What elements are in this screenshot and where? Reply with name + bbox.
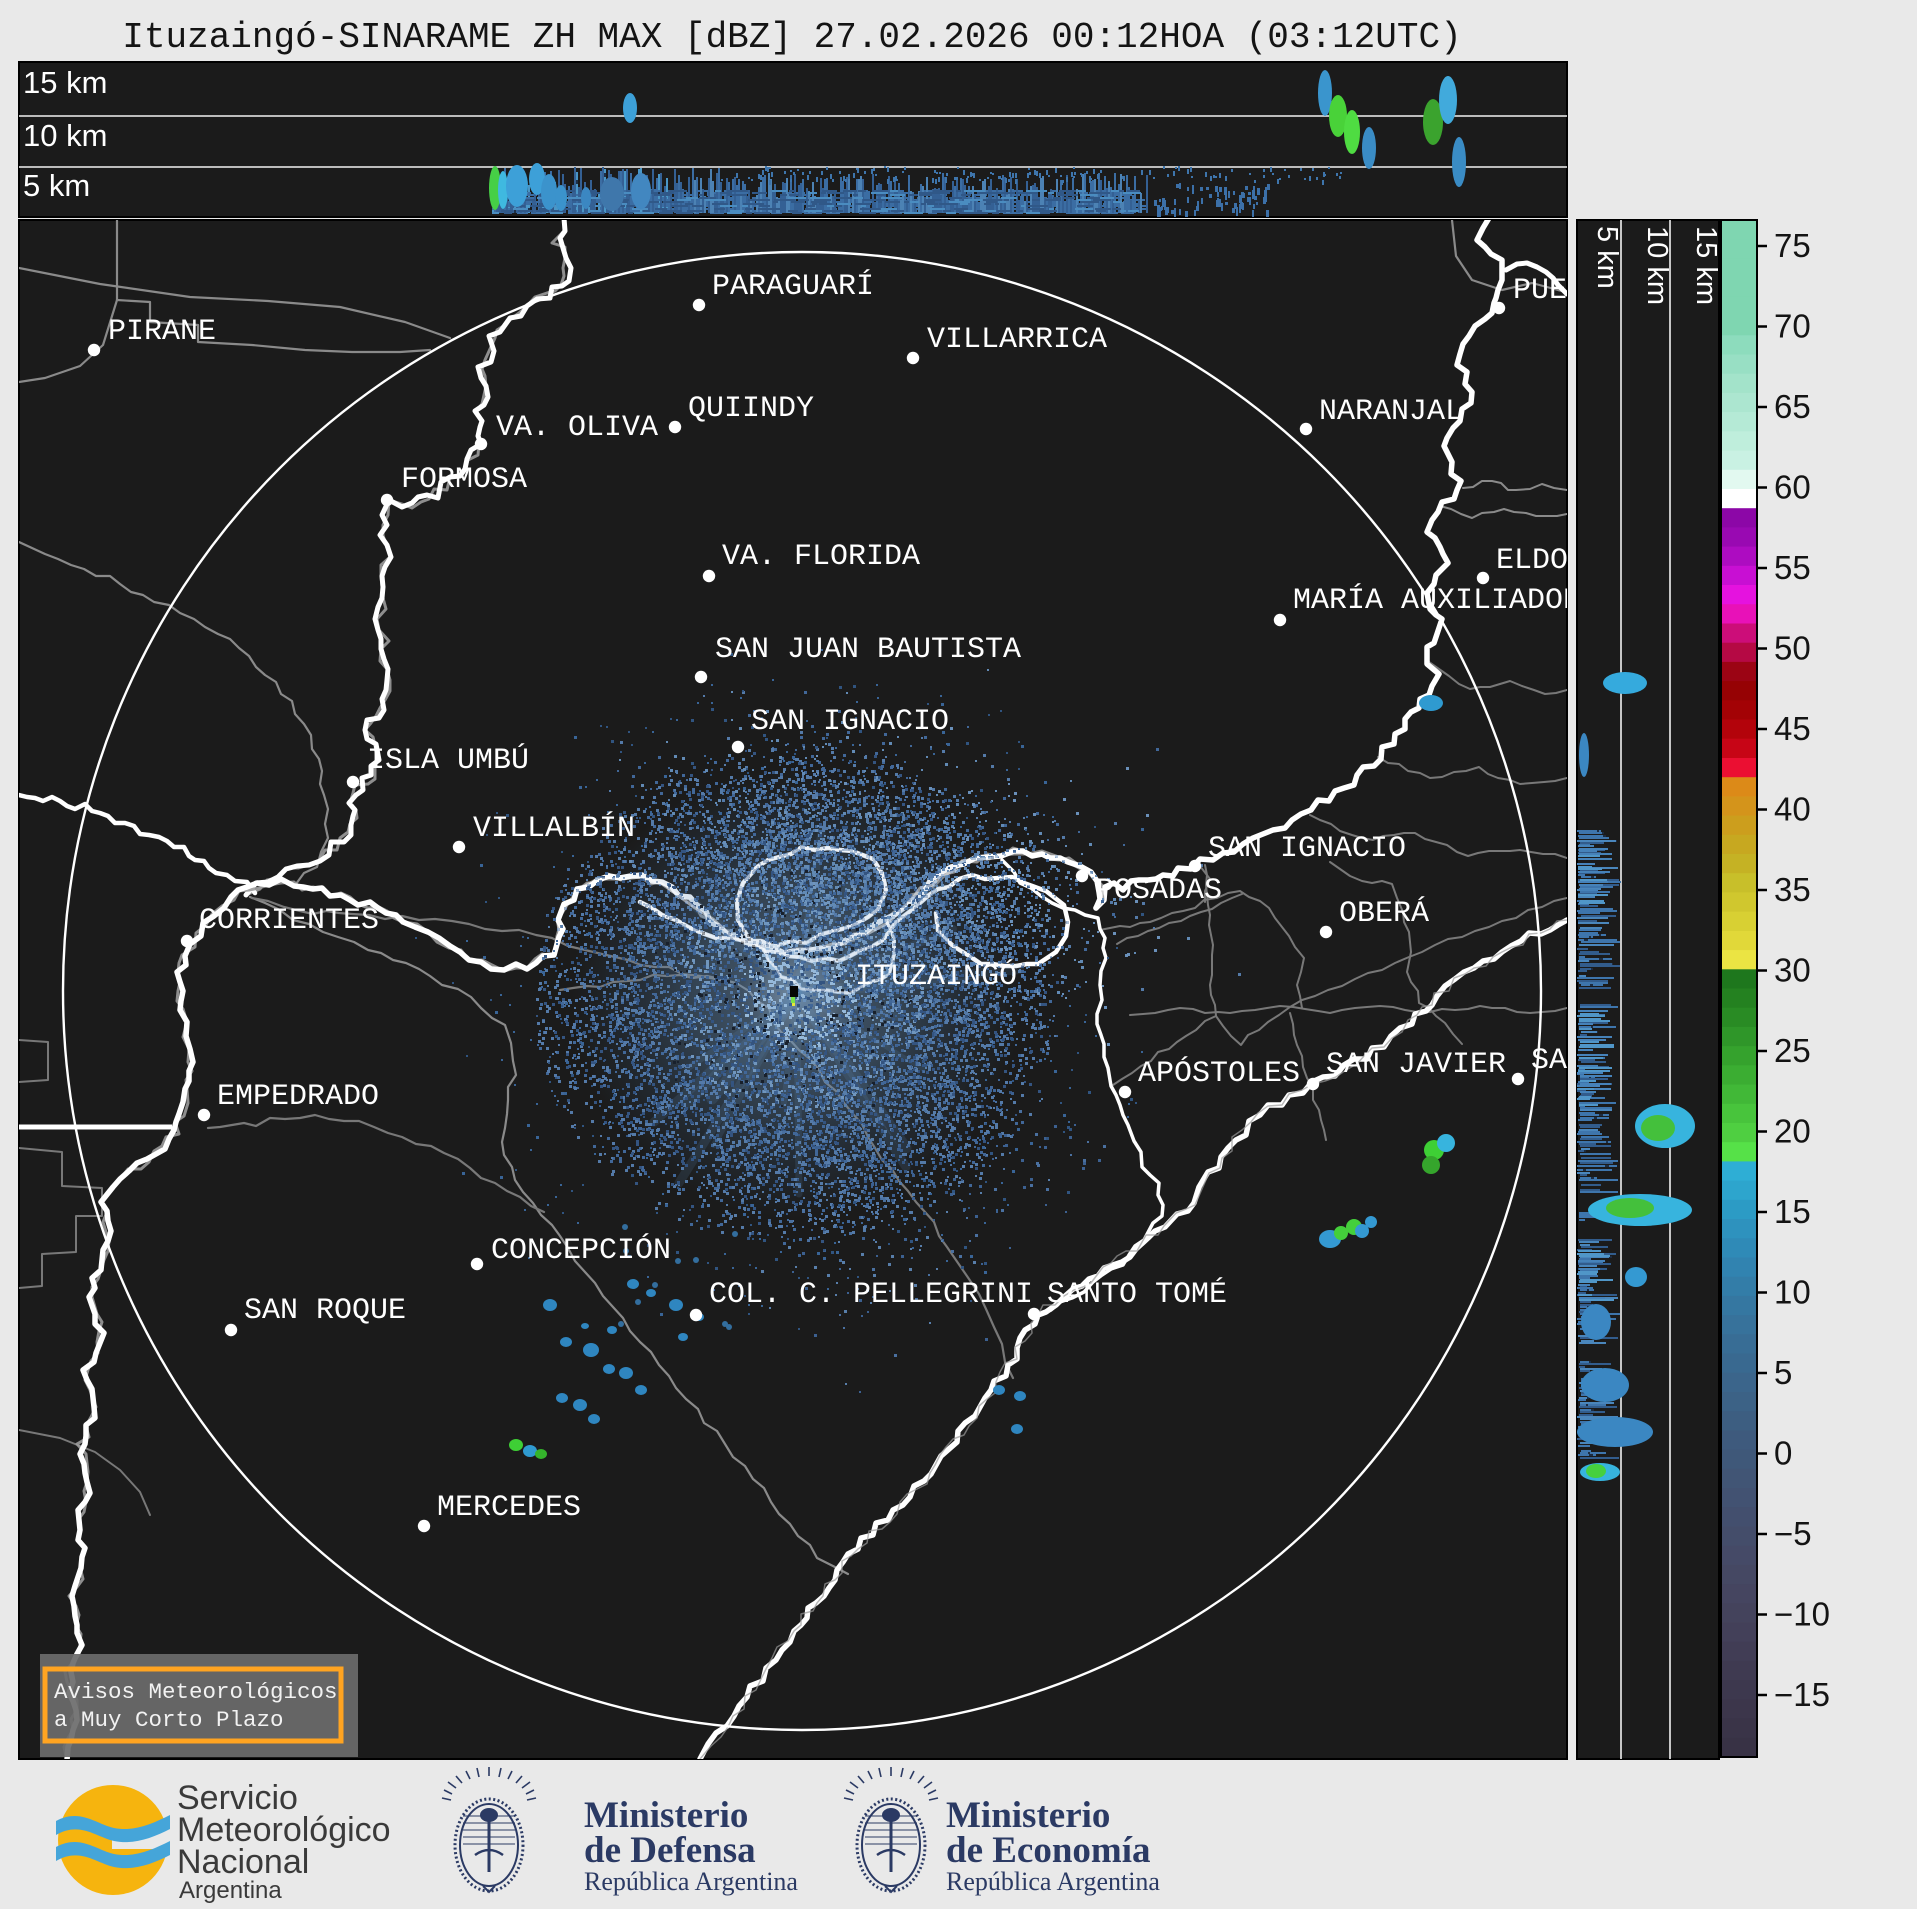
svg-text:de Defensa: de Defensa	[584, 1830, 756, 1871]
svg-text:Ministerio: Ministerio	[584, 1795, 748, 1836]
svg-text:75: 75	[1774, 227, 1811, 264]
svg-text:VA. FLORIDA: VA. FLORIDA	[722, 540, 920, 574]
svg-text:40: 40	[1774, 791, 1811, 828]
svg-text:50: 50	[1774, 630, 1811, 667]
svg-text:10: 10	[1774, 1274, 1811, 1311]
svg-text:15 km: 15 km	[1690, 226, 1722, 305]
svg-text:30: 30	[1774, 952, 1811, 989]
svg-text:COL. C. PELLEGRINI: COL. C. PELLEGRINI	[709, 1278, 1033, 1312]
svg-text:a Muy Corto Plazo: a Muy Corto Plazo	[54, 1707, 284, 1733]
svg-text:15 km: 15 km	[23, 65, 107, 100]
svg-text:Argentina: Argentina	[179, 1877, 282, 1904]
svg-text:SAN ROQUE: SAN ROQUE	[244, 1294, 406, 1328]
svg-text:POSADAS: POSADAS	[1096, 874, 1222, 908]
svg-text:Servicio: Servicio	[177, 1779, 298, 1817]
svg-text:CONCEPCIÓN: CONCEPCIÓN	[491, 1233, 671, 1268]
svg-text:SAN PEDRO: SAN PEDRO	[1531, 1044, 1693, 1078]
svg-text:15: 15	[1774, 1193, 1811, 1230]
svg-text:SANTO TOMÉ: SANTO TOMÉ	[1047, 1277, 1227, 1312]
svg-text:5 km: 5 km	[1591, 226, 1623, 289]
svg-text:MARÍA AUXILIADORA: MARÍA AUXILIADORA	[1293, 583, 1599, 618]
svg-text:Nacional: Nacional	[177, 1843, 309, 1881]
svg-text:−15: −15	[1774, 1676, 1830, 1713]
svg-text:VILLALBÍN: VILLALBÍN	[473, 811, 635, 846]
svg-text:55: 55	[1774, 549, 1811, 586]
svg-text:10 km: 10 km	[1641, 226, 1673, 305]
svg-text:de Economía: de Economía	[946, 1830, 1151, 1871]
svg-text:Avisos Meteorológicos: Avisos Meteorológicos	[54, 1679, 338, 1705]
svg-text:25: 25	[1774, 1032, 1811, 1069]
svg-text:PARAGUARÍ: PARAGUARÍ	[712, 269, 874, 304]
svg-text:ELDORADO: ELDORADO	[1496, 544, 1640, 578]
svg-text:QUIINDY: QUIINDY	[688, 392, 814, 426]
svg-text:NARANJAL: NARANJAL	[1319, 395, 1463, 429]
svg-text:70: 70	[1774, 308, 1811, 345]
svg-text:5 km: 5 km	[23, 168, 90, 203]
svg-text:−5: −5	[1774, 1515, 1812, 1552]
svg-text:60: 60	[1774, 469, 1811, 506]
svg-text:PIRANE: PIRANE	[108, 315, 216, 349]
svg-text:ISLA UMBÚ: ISLA UMBÚ	[367, 743, 529, 778]
svg-text:Ministerio: Ministerio	[946, 1795, 1110, 1836]
svg-text:SAN JUAN BAUTISTA: SAN JUAN BAUTISTA	[715, 633, 1021, 667]
svg-text:45: 45	[1774, 710, 1811, 747]
svg-text:APÓSTOLES: APÓSTOLES	[1138, 1056, 1300, 1091]
svg-text:0: 0	[1774, 1435, 1792, 1472]
svg-text:República Argentina: República Argentina	[584, 1867, 798, 1896]
svg-text:OBERÁ: OBERÁ	[1339, 896, 1429, 931]
svg-text:VA. OLIVA: VA. OLIVA	[496, 411, 658, 445]
svg-text:10 km: 10 km	[23, 118, 107, 153]
svg-text:PUERTO RICO: PUERTO RICO	[1513, 274, 1711, 308]
svg-text:República Argentina: República Argentina	[946, 1867, 1160, 1896]
svg-text:SAN IGNACIO: SAN IGNACIO	[1208, 832, 1406, 866]
svg-text:−10: −10	[1774, 1596, 1830, 1633]
svg-text:VILLARRICA: VILLARRICA	[927, 323, 1107, 357]
svg-text:MERCEDES: MERCEDES	[437, 1491, 581, 1525]
svg-text:SAN IGNACIO: SAN IGNACIO	[751, 705, 949, 739]
svg-text:65: 65	[1774, 388, 1811, 425]
svg-text:EMPEDRADO: EMPEDRADO	[217, 1080, 379, 1114]
svg-text:Ituzaingó-SINARAME ZH MAX [dBZ: Ituzaingó-SINARAME ZH MAX [dBZ] 27.02.20…	[122, 17, 1461, 58]
svg-text:5: 5	[1774, 1354, 1792, 1391]
svg-text:20: 20	[1774, 1113, 1811, 1150]
svg-text:35: 35	[1774, 871, 1811, 908]
svg-text:ITUZAINGÓ: ITUZAINGÓ	[855, 959, 1017, 994]
svg-text:SAN JAVIER: SAN JAVIER	[1326, 1048, 1506, 1082]
svg-text:Meteorológico: Meteorológico	[177, 1811, 391, 1849]
svg-text:FORMOSA: FORMOSA	[401, 463, 527, 497]
svg-text:CORRIENTES: CORRIENTES	[199, 904, 379, 938]
